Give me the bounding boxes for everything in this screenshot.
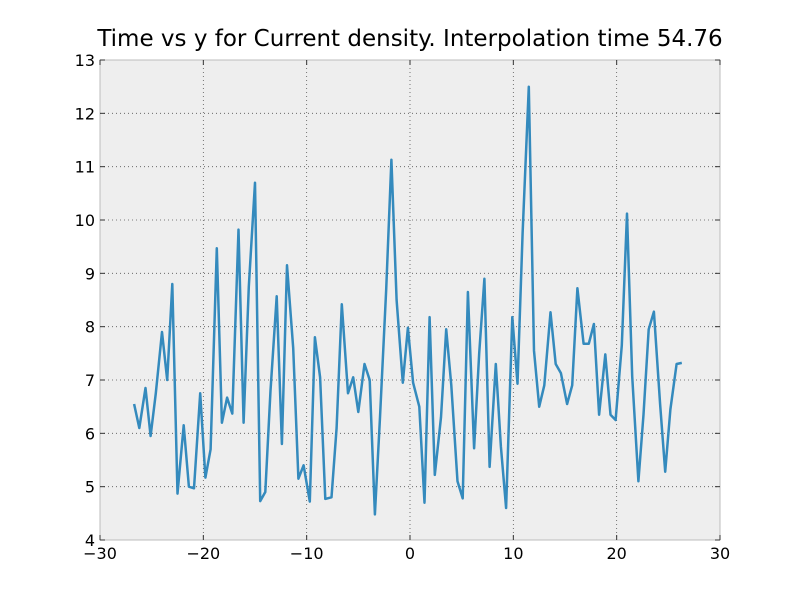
y-tick-label: 4	[85, 531, 95, 550]
y-tick-label: 9	[85, 264, 95, 283]
y-tick-label: 10	[75, 211, 95, 230]
y-tick-label: 6	[85, 424, 95, 443]
chart-title: Time vs y for Current density. Interpola…	[97, 26, 723, 52]
x-tick-label: 30	[710, 544, 730, 563]
y-tick-label: 5	[85, 478, 95, 497]
y-tick-label: 11	[75, 158, 95, 177]
x-tick-label: 10	[503, 544, 523, 563]
y-tick-label: 12	[75, 104, 95, 123]
x-tick-label: 0	[405, 544, 415, 563]
x-tick-label: −30	[83, 544, 117, 563]
x-tick-label: 20	[606, 544, 626, 563]
x-tick-label: −10	[290, 544, 324, 563]
y-tick-label: 7	[85, 371, 95, 390]
data-series-line	[132, 85, 683, 516]
y-tick-label: 8	[85, 318, 95, 337]
x-tick-label: −20	[186, 544, 220, 563]
y-tick-label: 13	[75, 51, 95, 70]
